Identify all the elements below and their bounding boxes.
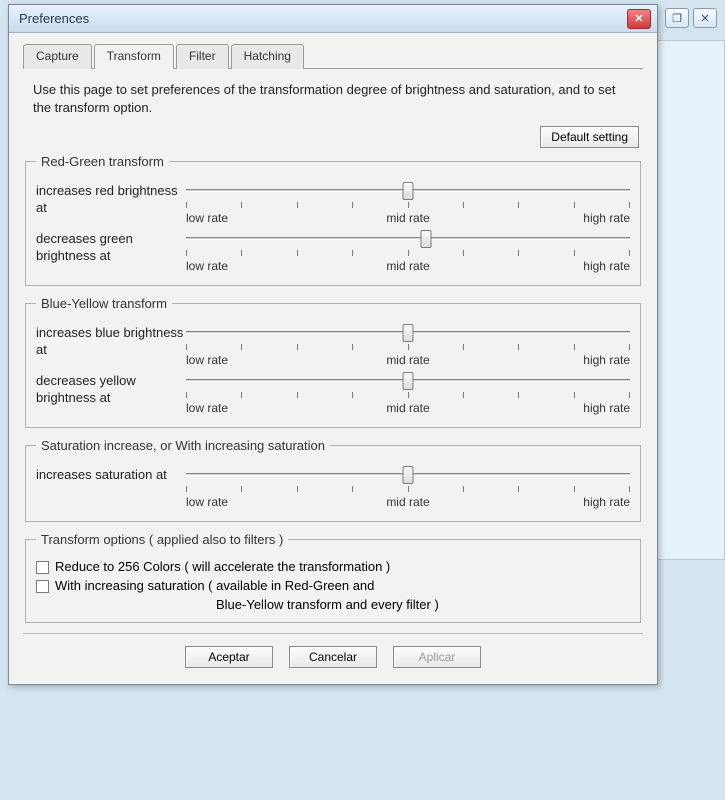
page-description: Use this page to set preferences of the … [33, 81, 633, 116]
slider-row-red: increases red brightness at low rate mid… [36, 181, 630, 225]
close-icon[interactable]: ✕ [627, 9, 651, 29]
slider-row-yellow: decreases yellow brightness at low rate … [36, 371, 630, 415]
legend-saturation: Saturation increase, or With increasing … [36, 438, 330, 453]
legend-red-green: Red-Green transform [36, 154, 169, 169]
tab-strip: Capture Transform Filter Hatching [23, 43, 643, 69]
tab-hatching[interactable]: Hatching [231, 44, 304, 69]
legend-blue-yellow: Blue-Yellow transform [36, 296, 172, 311]
slider-thumb[interactable] [403, 324, 414, 342]
slider-row-green: decreases green brightness at low rate m… [36, 229, 630, 273]
title-bar[interactable]: Preferences ✕ [9, 5, 657, 33]
bg-restore-button[interactable]: ❐ [665, 8, 689, 28]
slider-scale-labels: low rate mid rate high rate [186, 211, 630, 225]
bg-close-button[interactable]: ✕ [693, 8, 717, 28]
slider-row-blue: increases blue brightness at low rate mi… [36, 323, 630, 367]
slider-ticks [186, 486, 630, 494]
slider-thumb[interactable] [403, 466, 414, 484]
slider-label: increases saturation at [36, 465, 186, 484]
slider-row-saturation: increases saturation at low rate mid rat… [36, 465, 630, 509]
slider-thumb[interactable] [403, 182, 414, 200]
slider-scale-labels: low rate mid rate high rate [186, 401, 630, 415]
dialog-button-row: Aceptar Cancelar Aplicar [23, 634, 643, 670]
tab-capture[interactable]: Capture [23, 44, 92, 69]
slider-scale-labels: low rate mid rate high rate [186, 495, 630, 509]
group-options: Transform options ( applied also to filt… [25, 532, 641, 623]
apply-button[interactable]: Aplicar [393, 646, 481, 668]
checkbox-label: With increasing saturation ( available i… [55, 578, 374, 593]
default-setting-button[interactable]: Default setting [540, 126, 639, 148]
slider-blue[interactable]: low rate mid rate high rate [186, 323, 630, 367]
slider-ticks [186, 344, 630, 352]
checkbox-increasing-saturation[interactable]: With increasing saturation ( available i… [36, 578, 630, 593]
checkbox-label-continuation: Blue-Yellow transform and every filter ) [216, 597, 630, 612]
checkbox-icon[interactable] [36, 561, 49, 574]
slider-label: increases red brightness at [36, 181, 186, 217]
slider-label: increases blue brightness at [36, 323, 186, 359]
checkbox-icon[interactable] [36, 580, 49, 593]
slider-scale-labels: low rate mid rate high rate [186, 259, 630, 273]
slider-label: decreases green brightness at [36, 229, 186, 265]
slider-ticks [186, 250, 630, 258]
legend-options: Transform options ( applied also to filt… [36, 532, 288, 547]
slider-ticks [186, 392, 630, 400]
slider-red[interactable]: low rate mid rate high rate [186, 181, 630, 225]
group-red-green: Red-Green transform increases red bright… [25, 154, 641, 286]
group-saturation: Saturation increase, or With increasing … [25, 438, 641, 522]
tab-transform[interactable]: Transform [94, 44, 174, 69]
checkbox-reduce-colors[interactable]: Reduce to 256 Colors ( will accelerate t… [36, 559, 630, 574]
slider-thumb[interactable] [403, 372, 414, 390]
checkbox-label: Reduce to 256 Colors ( will accelerate t… [55, 559, 390, 574]
tab-filter[interactable]: Filter [176, 44, 229, 69]
ok-button[interactable]: Aceptar [185, 646, 273, 668]
window-title: Preferences [19, 11, 89, 26]
cancel-button[interactable]: Cancelar [289, 646, 377, 668]
preferences-dialog: Preferences ✕ Capture Transform Filter H… [8, 4, 658, 685]
group-blue-yellow: Blue-Yellow transform increases blue bri… [25, 296, 641, 428]
slider-scale-labels: low rate mid rate high rate [186, 353, 630, 367]
slider-green[interactable]: low rate mid rate high rate [186, 229, 630, 273]
slider-ticks [186, 202, 630, 210]
slider-saturation[interactable]: low rate mid rate high rate [186, 465, 630, 509]
slider-thumb[interactable] [420, 230, 431, 248]
dialog-body: Capture Transform Filter Hatching Use th… [9, 33, 657, 684]
slider-label: decreases yellow brightness at [36, 371, 186, 407]
background-pane [655, 40, 725, 560]
default-button-row: Default setting [23, 126, 639, 148]
slider-yellow[interactable]: low rate mid rate high rate [186, 371, 630, 415]
